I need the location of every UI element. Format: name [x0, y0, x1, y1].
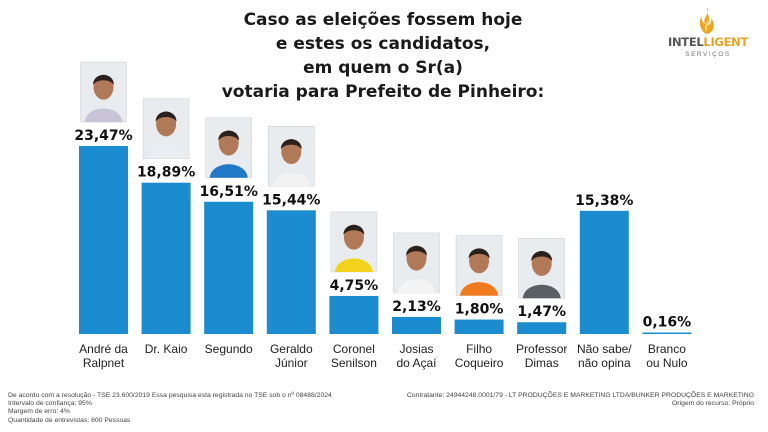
title-line-1: Caso as eleições fossem hoje [243, 10, 523, 30]
footer-contractor: Contratante: 24944248.0001/79 - LT PRODU… [407, 392, 754, 408]
candidate-photo [205, 117, 252, 179]
footer-right-line-2: Origem do recurso: Próprio [672, 400, 754, 408]
footer-left-line-1: De acordo com a resolução - TSE 23.600/2… [8, 392, 332, 399]
photo-shirt [209, 164, 248, 178]
photo-hair [343, 224, 365, 235]
photo-shirt [460, 282, 499, 296]
bar-value-label: 1,47% [517, 304, 566, 320]
logo-subtitle: SERVIÇOS [685, 51, 731, 58]
title-line-2: e estes os candidatos, [275, 34, 491, 54]
photo-shirt [84, 108, 123, 122]
footer-right-line-1: Contratante: 24944248.0001/79 - LT PRODU… [406, 392, 754, 399]
photo-hair [155, 111, 177, 122]
category-label: Geraldo [270, 342, 313, 356]
category-label: Branco [648, 342, 686, 356]
footer-methodology: De acordo com a resolução - TSE 23.600/2… [8, 392, 332, 425]
category-label: ou Nulo [646, 356, 688, 370]
category-label: Não sabe/ [577, 342, 632, 356]
photo-hair [531, 251, 553, 262]
bar [392, 316, 441, 334]
candidate-photo [455, 235, 503, 296]
category-label: do Açaí [396, 356, 437, 370]
category-label: Coqueiro [455, 356, 504, 370]
logo-text-main: INTEL [667, 35, 704, 49]
category-label: Professor [516, 342, 567, 356]
logo-text: INTELLIGENT [660, 35, 756, 49]
category-label: Dr. Kaio [145, 342, 188, 356]
photo-shirt [147, 145, 186, 159]
category-label: Júnior [275, 356, 308, 370]
flame-icon [699, 7, 714, 34]
bar-value-label: 4,75% [330, 278, 379, 294]
bar [204, 201, 254, 334]
photo-hair [218, 130, 240, 141]
footer-left-line-4: Quantidade de entrevistas: 600 Pessoas [8, 416, 131, 424]
candidate-photo [142, 98, 190, 159]
bar-value-label: 15,44% [262, 192, 320, 208]
category-label: não opina [578, 356, 631, 370]
bar [454, 319, 504, 334]
bar [79, 146, 128, 334]
bar-value-label: 2,13% [392, 299, 441, 315]
bar [579, 210, 629, 334]
photo-hair [280, 139, 302, 150]
candidate-photo [267, 126, 315, 187]
photo-shirt [522, 284, 561, 299]
category-label: Filho [466, 342, 492, 356]
bar [517, 322, 567, 334]
photo-hair [406, 245, 427, 256]
candidate-photo [80, 61, 127, 123]
photo-hair [93, 74, 114, 85]
bar [266, 210, 316, 334]
intelligent-logo: INTELLIGENT SERVIÇOS [660, 6, 756, 66]
category-label: Segundo [205, 342, 253, 356]
candidate-photo [393, 232, 440, 294]
bar-value-label: 1,80% [455, 302, 504, 318]
bar [329, 295, 379, 334]
footer-left-line-2: Intervalo de confiança: 95% [8, 400, 92, 408]
category-label: Josias [399, 342, 433, 356]
bar-value-label: 23,47% [74, 128, 132, 144]
bar [141, 182, 191, 334]
bar-value-label: 0,16% [643, 315, 692, 331]
title-line-3: em quem o Sr(a) [303, 58, 463, 78]
photo-shirt [272, 172, 311, 187]
footer-left-line-3: Margem de erro: 4% [8, 408, 70, 416]
photo-shirt [334, 258, 373, 272]
bar-value-label: 15,38% [575, 193, 633, 209]
logo-text-highlight: LIGENT [703, 35, 748, 49]
candidate-photo [518, 237, 566, 299]
category-label: André da [79, 342, 128, 356]
title-line-4: votaria para Prefeito de Pinheiro: [221, 82, 545, 102]
chart-title: Caso as eleições fossem hoje e estes os … [178, 8, 588, 104]
bar-value-label: 18,89% [137, 165, 195, 181]
category-label: Coronel [333, 342, 375, 356]
bar-value-label: 16,51% [200, 184, 258, 200]
photo-shirt [397, 279, 436, 293]
category-label: Dimas [525, 356, 559, 370]
bar [642, 332, 692, 334]
category-label: Senilson [331, 356, 377, 370]
category-label: Ralpnet [83, 356, 125, 370]
candidate-photo [330, 211, 378, 273]
photo-hair [468, 248, 490, 259]
